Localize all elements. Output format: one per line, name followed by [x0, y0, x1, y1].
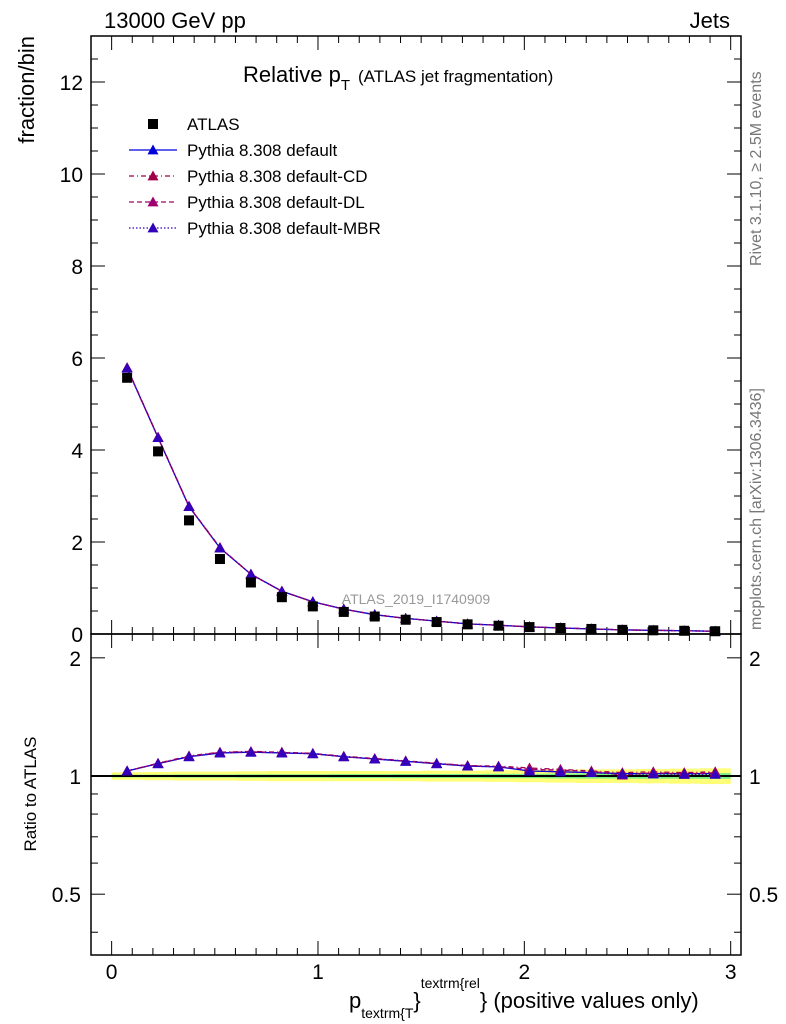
ratio-y-tick-label: 2 [69, 648, 81, 671]
ratio-y-tick-label-right: 2 [749, 648, 761, 671]
series-point [121, 362, 133, 373]
ratio-series-point [121, 765, 133, 776]
ratio-series-point [307, 748, 319, 759]
ratio-series-point [245, 746, 257, 757]
y-tick-label: 6 [71, 348, 83, 371]
ratio-series-point [585, 767, 597, 778]
ratio-series-point [462, 760, 474, 771]
data-point [586, 623, 597, 634]
series-point [183, 501, 195, 511]
ratio-series-point [214, 747, 226, 758]
y-tick-label: 8 [71, 256, 83, 279]
legend-label: Pythia 8.308 default-CD [187, 167, 368, 186]
data-point [153, 446, 164, 457]
ratio-series-point [431, 758, 443, 769]
x-tick-label: 0 [106, 961, 118, 984]
x-tick-label: 3 [725, 961, 737, 984]
data-point [307, 601, 318, 612]
mcplots-label: mcplots.cern.ch [arXiv:1306.3436] [748, 388, 765, 630]
legend-marker [148, 119, 158, 129]
data-point [493, 620, 504, 631]
data-point [648, 625, 659, 636]
data-point [431, 617, 442, 628]
y-tick-label: 2 [71, 532, 83, 555]
chart-title: Relative pT (ATLAS jet fragmentation) [243, 62, 553, 94]
ratio-y-tick-label-right: 0.5 [749, 884, 778, 907]
ratio-series-point [554, 766, 566, 777]
ratio-series-point [647, 768, 659, 779]
x-axis-label: ptextrm{T}textrm{rel} (positive values o… [349, 975, 699, 1021]
data-point [214, 554, 225, 565]
ratio-series-point [523, 765, 535, 776]
analysis-watermark: ATLAS_2019_I1740909 [342, 591, 491, 607]
legend-marker [147, 222, 159, 233]
ratio-series-point [493, 761, 505, 772]
data-point [679, 625, 690, 636]
y-tick-label: 12 [60, 72, 83, 95]
header-left: 13000 GeV pp [104, 8, 246, 33]
ratio-series-point [400, 755, 412, 766]
ratio-series-point [183, 751, 195, 762]
series-point [214, 542, 226, 553]
y-tick-label: 0 [71, 624, 83, 647]
ratio-series-point [152, 758, 164, 769]
legend-label: Pythia 8.308 default [187, 141, 338, 160]
ratio-panel: 0 1 2 3 0.5 0.5 1 1 2 2 [52, 633, 778, 984]
series-point [245, 568, 257, 579]
data-point [555, 623, 566, 634]
ratio-series-line [126, 751, 716, 776]
rivet-label: Rivet 3.1.10, ≥ 2.5M events [748, 71, 765, 266]
ratio-y-tick-label: 1 [69, 766, 81, 789]
data-point [400, 614, 411, 625]
data-point [122, 372, 133, 383]
ratio-y-tick-label: 0.5 [52, 884, 81, 907]
header-right: Jets [690, 8, 730, 33]
y-axis-label: fraction/bin [14, 36, 39, 144]
data-point [338, 606, 349, 617]
legend-marker [147, 170, 159, 181]
legend: ATLAS Pythia 8.308 default Pythia 8.308 de… [129, 115, 381, 238]
ratio-y-tick-label-right: 1 [749, 766, 761, 789]
main-panel: 0 2 4 6 8 10 12 [60, 35, 742, 647]
legend-label: ATLAS [187, 115, 240, 134]
legend-marker [147, 144, 159, 155]
ratio-series-point [338, 751, 350, 762]
legend-label: Pythia 8.308 default-MBR [187, 219, 381, 238]
x-tick-label: 2 [518, 961, 530, 984]
data-point [276, 592, 287, 603]
ratio-series-point [616, 768, 628, 779]
data-point [462, 619, 473, 630]
data-point [617, 624, 628, 635]
y-tick-label: 4 [71, 440, 83, 463]
ratio-frame [90, 633, 742, 956]
data-point [245, 577, 256, 588]
series-line [126, 367, 716, 632]
data-point [184, 515, 195, 526]
data-point [524, 622, 535, 633]
legend-label: Pythia 8.308 default-DL [187, 193, 365, 212]
legend-marker [147, 196, 159, 207]
ratio-series-point [369, 753, 381, 764]
data-point [369, 611, 380, 622]
x-tick-label: 1 [312, 961, 324, 984]
y-tick-label: 10 [60, 164, 83, 187]
series-point [152, 432, 164, 442]
data-point [710, 626, 721, 637]
ratio-y-axis-label: Ratio to ATLAS [21, 737, 40, 852]
ratio-series-point [678, 768, 690, 779]
ratio-series-point [276, 747, 288, 758]
ratio-series-point [709, 768, 721, 779]
